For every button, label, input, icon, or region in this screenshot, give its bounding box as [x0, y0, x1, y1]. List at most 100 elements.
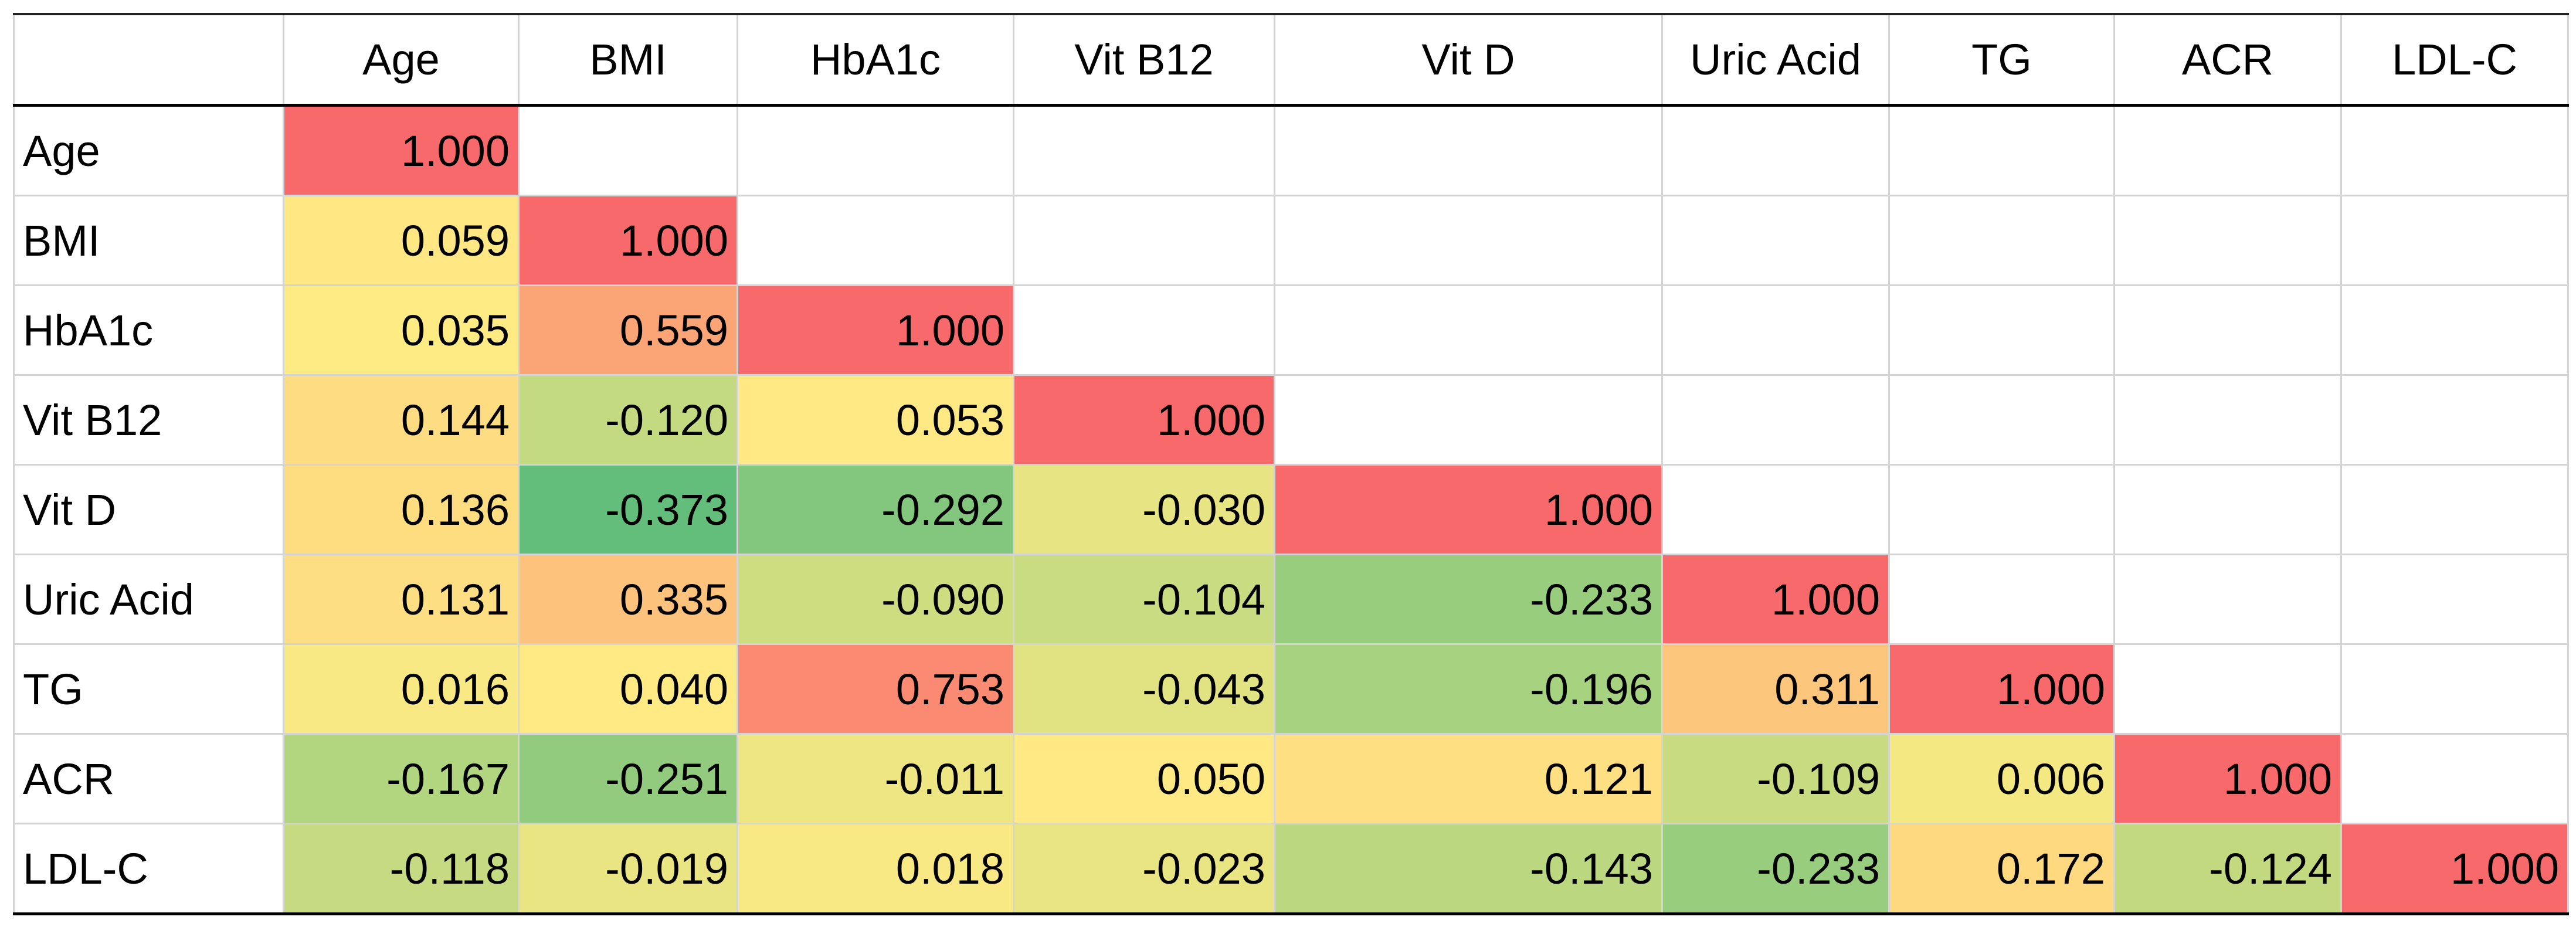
empty-cell [1013, 284, 1275, 376]
value-cell: 0.018 [737, 823, 1014, 915]
value-cell: 0.131 [283, 554, 520, 645]
empty-cell [1661, 284, 1890, 376]
row: BMI 0.059 1.000 [13, 195, 2569, 286]
value-cell: 0.040 [518, 643, 738, 735]
value-cell: 0.035 [283, 284, 520, 376]
row: Vit B12 0.144 -0.120 0.053 1.000 [13, 374, 2569, 466]
row: ACR -0.167 -0.251 -0.011 0.050 0.121 -0.109 0.0… [13, 733, 2569, 824]
empty-cell [2113, 374, 2342, 466]
row: Age 1.000 [13, 104, 2569, 196]
value-cell: -0.251 [518, 733, 738, 824]
row-header: BMI [13, 195, 284, 286]
header: Age BMI HbA1c Vit B12 Vit D Uric Acid TG ACR LDL… [13, 13, 2569, 107]
row-header: LDL-C [13, 823, 284, 915]
row: HbA1c 0.035 0.559 1.000 [13, 284, 2569, 376]
value-cell: -0.109 [1661, 733, 1890, 824]
value-cell: -0.233 [1274, 554, 1663, 645]
correlation-table: Age BMI HbA1c Vit B12 Vit D Uric Acid TG ACR LDL… [13, 13, 2569, 915]
empty-cell [737, 195, 1014, 286]
value-cell: 1.000 [737, 284, 1014, 376]
value-cell: 1.000 [2113, 733, 2342, 824]
empty-cell [1888, 554, 2115, 645]
value-cell: 0.050 [1013, 733, 1275, 824]
empty-cell [1013, 195, 1275, 286]
empty-cell [2113, 104, 2342, 196]
empty-cell [2113, 284, 2342, 376]
header-row: Age BMI HbA1c Vit B12 Vit D Uric Acid TG ACR LDL… [13, 13, 2569, 107]
value-cell: -0.120 [518, 374, 738, 466]
empty-cell [2113, 554, 2342, 645]
column-header: ACR [2113, 13, 2342, 107]
value-cell: -0.011 [737, 733, 1014, 824]
value-cell: 1.000 [518, 195, 738, 286]
empty-cell [1013, 104, 1275, 196]
value-cell: -0.124 [2113, 823, 2342, 915]
column-header: Vit B12 [1013, 13, 1275, 107]
row-header: Age [13, 104, 284, 196]
column-header: BMI [518, 13, 738, 107]
value-cell: 1.000 [1274, 464, 1663, 555]
value-cell: 1.000 [283, 104, 520, 196]
empty-cell [1661, 195, 1890, 286]
value-cell: -0.118 [283, 823, 520, 915]
row-header: ACR [13, 733, 284, 824]
empty-cell [2340, 104, 2569, 196]
empty-cell [1888, 464, 2115, 555]
value-cell: -0.030 [1013, 464, 1275, 555]
empty-cell [2113, 643, 2342, 735]
empty-cell [2340, 374, 2569, 466]
value-cell: 1.000 [2340, 823, 2569, 915]
empty-cell [1274, 284, 1663, 376]
row-header: Vit D [13, 464, 284, 555]
empty-cell [2340, 554, 2569, 645]
value-cell: -0.019 [518, 823, 738, 915]
column-header: HbA1c [737, 13, 1014, 107]
row: Uric Acid 0.131 0.335 -0.090 -0.104 -0.233 1.0… [13, 554, 2569, 645]
empty-cell [2340, 643, 2569, 735]
value-cell: -0.023 [1013, 823, 1275, 915]
value-cell: -0.196 [1274, 643, 1663, 735]
empty-cell [1888, 284, 2115, 376]
value-cell: 0.753 [737, 643, 1014, 735]
value-cell: 0.053 [737, 374, 1014, 466]
empty-cell [1661, 464, 1890, 555]
value-cell: -0.090 [737, 554, 1014, 645]
row: Vit D 0.136 -0.373 -0.292 -0.030 1.000 [13, 464, 2569, 555]
value-cell: -0.104 [1013, 554, 1275, 645]
table-body: Age 1.000 BMI 0.059 1.000 HbA1c 0.035 0.559 1.00… [13, 104, 2569, 915]
value-cell: 0.311 [1661, 643, 1890, 735]
value-cell: 0.172 [1888, 823, 2115, 915]
value-cell: 0.006 [1888, 733, 2115, 824]
value-cell: 0.136 [283, 464, 520, 555]
column-header: Uric Acid [1661, 13, 1890, 107]
empty-cell [1274, 374, 1663, 466]
empty-cell [1661, 104, 1890, 196]
empty-cell [2340, 464, 2569, 555]
empty-cell [2113, 195, 2342, 286]
value-cell: -0.167 [283, 733, 520, 824]
empty-cell [518, 104, 738, 196]
row-header: TG [13, 643, 284, 735]
row-header: Vit B12 [13, 374, 284, 466]
column-header: TG [1888, 13, 2115, 107]
empty-cell [1274, 104, 1663, 196]
value-cell: 0.059 [283, 195, 520, 286]
row: TG 0.016 0.040 0.753 -0.043 -0.196 0.311 1.000 [13, 643, 2569, 735]
row-header: Uric Acid [13, 554, 284, 645]
column-header: Vit D [1274, 13, 1663, 107]
value-cell: -0.292 [737, 464, 1014, 555]
empty-cell [2340, 733, 2569, 824]
empty-cell [2113, 464, 2342, 555]
value-cell: -0.043 [1013, 643, 1275, 735]
value-cell: 0.335 [518, 554, 738, 645]
value-cell: 0.559 [518, 284, 738, 376]
corner-cell [13, 13, 284, 107]
row: LDL-C -0.118 -0.019 0.018 -0.023 -0.143 -0.233… [13, 823, 2569, 915]
empty-cell [1888, 374, 2115, 466]
empty-cell [2340, 284, 2569, 376]
column-header: Age [283, 13, 520, 107]
column-header: LDL-C [2340, 13, 2569, 107]
empty-cell [2340, 195, 2569, 286]
value-cell: 0.144 [283, 374, 520, 466]
